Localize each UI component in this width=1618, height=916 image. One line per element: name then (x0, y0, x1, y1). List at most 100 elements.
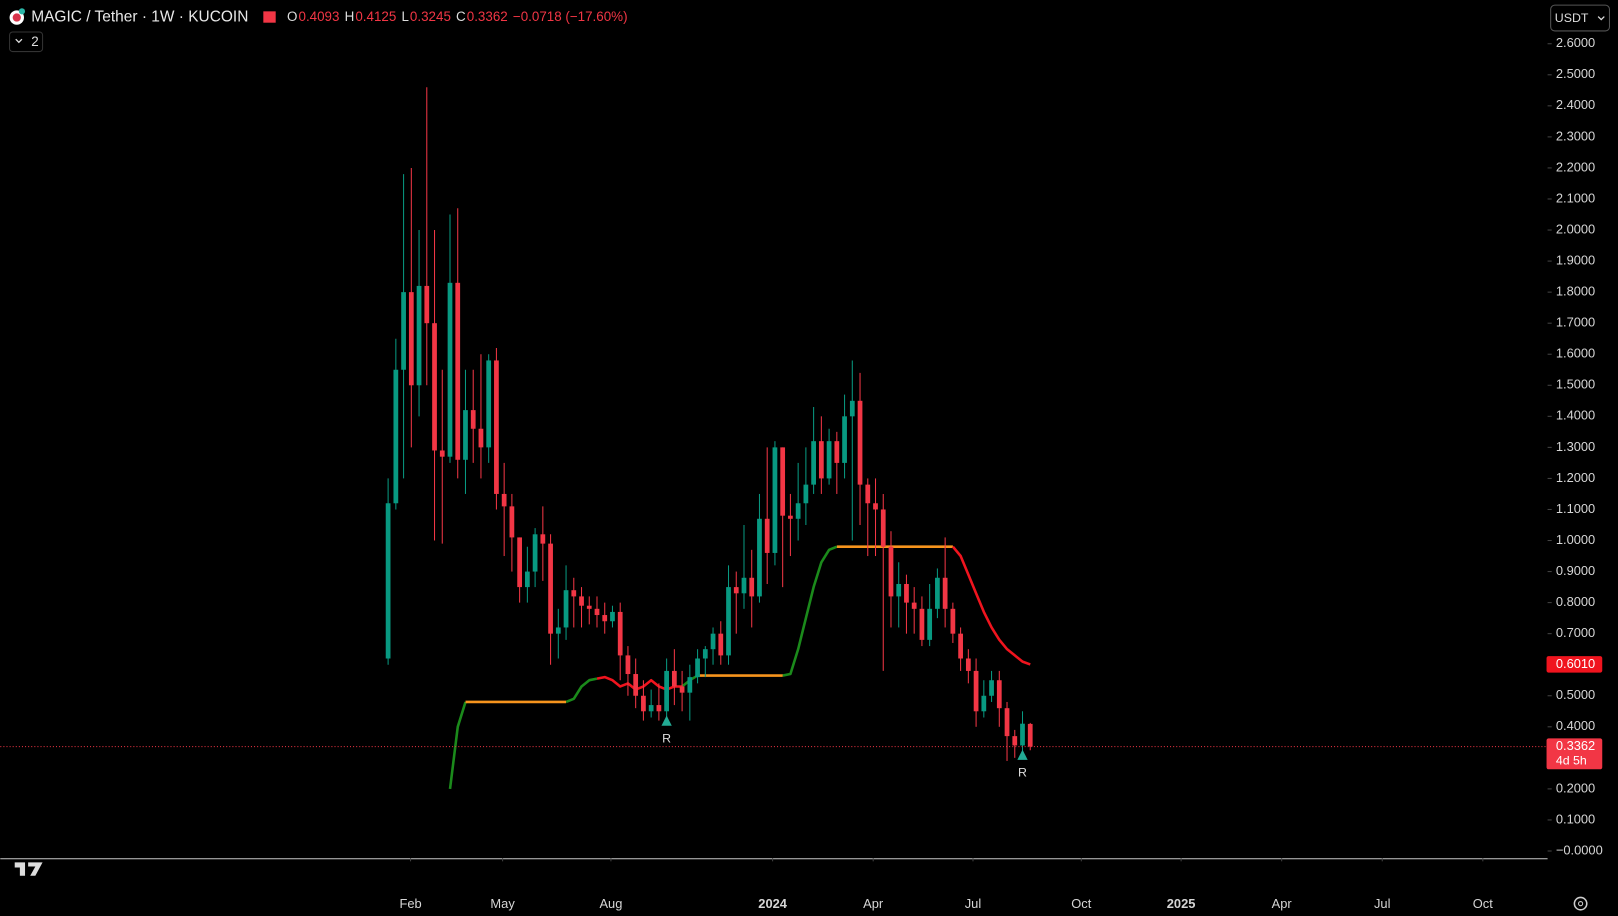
ohlc-value: 0.4093 (298, 9, 339, 24)
x-tick-label: Aug (599, 896, 622, 911)
candle-body (904, 583, 909, 603)
ohlc-change: −0.0718 (−17.60%) (513, 9, 628, 24)
y-tick-label: 0.9000 (1556, 563, 1595, 578)
settings-button[interactable] (1573, 896, 1588, 911)
candle-body (463, 410, 468, 460)
candle-body (439, 450, 445, 457)
candle-body (818, 441, 824, 479)
candle-body (648, 705, 654, 712)
candle-body (989, 680, 994, 696)
y-tick-label: 0.8000 (1556, 594, 1595, 609)
candle-body (563, 590, 569, 628)
y-tick-label: 2.5000 (1556, 66, 1595, 81)
y-tick-label: 2.1000 (1556, 190, 1595, 205)
price-label-countdown: 4d 5h (1556, 753, 1587, 767)
ohlc-key: H (345, 9, 355, 24)
candle-body (849, 400, 855, 417)
indicators-count: 2 (31, 34, 38, 49)
candle-body (478, 428, 484, 448)
candle-body (671, 670, 677, 687)
ohlc-legend: O 0.4093 H 0.4125 L 0.3245 C 0.3362 −0.0718 (−17… (287, 9, 628, 24)
y-tick-label: 0.5000 (1556, 687, 1595, 702)
tradingview-logo (14, 862, 43, 876)
y-tick-label: −0.0000 (1556, 842, 1603, 857)
y-tick-label: 2.4000 (1556, 97, 1595, 112)
candle-body (555, 627, 561, 634)
x-tick-label: Jul (1374, 896, 1390, 911)
candle-body (617, 611, 623, 656)
candle-body (524, 571, 530, 588)
currency-select[interactable] (1550, 4, 1610, 32)
candle-body (788, 515, 793, 519)
candle-body (408, 292, 414, 386)
indicators-toggle[interactable] (9, 31, 44, 53)
x-tick-label: 2024 (758, 896, 787, 911)
candle-body (641, 695, 646, 712)
candle-body (401, 292, 406, 370)
candle-body (594, 608, 600, 616)
symbol-logo (9, 8, 26, 25)
candle-body (764, 518, 770, 553)
candle-body (1004, 708, 1010, 737)
signal-label: R (1018, 766, 1027, 780)
candle-body (633, 674, 639, 696)
candle-body (385, 503, 391, 659)
ohlc-value: 0.3362 (467, 9, 508, 24)
candle-body (880, 509, 886, 547)
candle-body (424, 285, 430, 324)
x-tick-label: Jul (965, 896, 981, 911)
candle-body (733, 587, 739, 594)
candle-body (873, 503, 878, 510)
y-tick-label: 1.7000 (1556, 315, 1595, 330)
candle-body (1020, 723, 1025, 746)
y-tick-label: 0.1000 (1556, 811, 1595, 826)
x-tick-label: Apr (1272, 896, 1293, 911)
y-tick-label: 1.4000 (1556, 408, 1595, 423)
candle-body (741, 577, 747, 594)
chevron-icon (15, 38, 23, 44)
x-tick-label: Oct (1473, 896, 1493, 911)
ohlc-key: O (287, 9, 297, 24)
candle-body (602, 615, 608, 622)
symbol-title: MAGIC / Tether · 1W · KUCOIN (31, 9, 248, 26)
candle-body (501, 493, 507, 507)
candle-body (532, 534, 538, 572)
y-tick-label: 1.2000 (1556, 470, 1595, 485)
y-tick-label: 1.1000 (1556, 501, 1595, 516)
candle-body (965, 658, 971, 671)
candle-body (486, 360, 492, 448)
y-tick-label: 0.4000 (1556, 718, 1595, 733)
candle-body (726, 587, 731, 656)
candle-body (865, 484, 871, 504)
candle-body (950, 608, 956, 634)
candle-body (888, 546, 894, 597)
candle-body (548, 543, 553, 634)
candle-body (571, 590, 577, 597)
y-tick-label: 2.6000 (1556, 35, 1595, 50)
candle-body (679, 686, 685, 693)
candle-body (795, 503, 801, 519)
candle-body (416, 285, 422, 386)
currency-label: USDT (1555, 11, 1589, 25)
ohlc-key: L (401, 9, 408, 24)
candle-body (935, 577, 940, 609)
x-tick-label: May (490, 896, 515, 911)
candle-body (656, 705, 662, 712)
y-tick-label: 0.2000 (1556, 780, 1595, 795)
candle-body (517, 537, 523, 588)
x-tick-label: Feb (399, 896, 421, 911)
candle-body (749, 577, 755, 597)
candle-body (757, 518, 762, 597)
candle-body (996, 680, 1002, 709)
candle-body (973, 670, 979, 712)
candle-body (718, 633, 724, 656)
y-tick-label: 1.5000 (1556, 377, 1595, 392)
candle-body (625, 655, 631, 675)
candle-body (942, 577, 948, 609)
price-label-bg (1546, 738, 1603, 770)
candle-body (826, 441, 832, 479)
candle-body (981, 695, 987, 712)
